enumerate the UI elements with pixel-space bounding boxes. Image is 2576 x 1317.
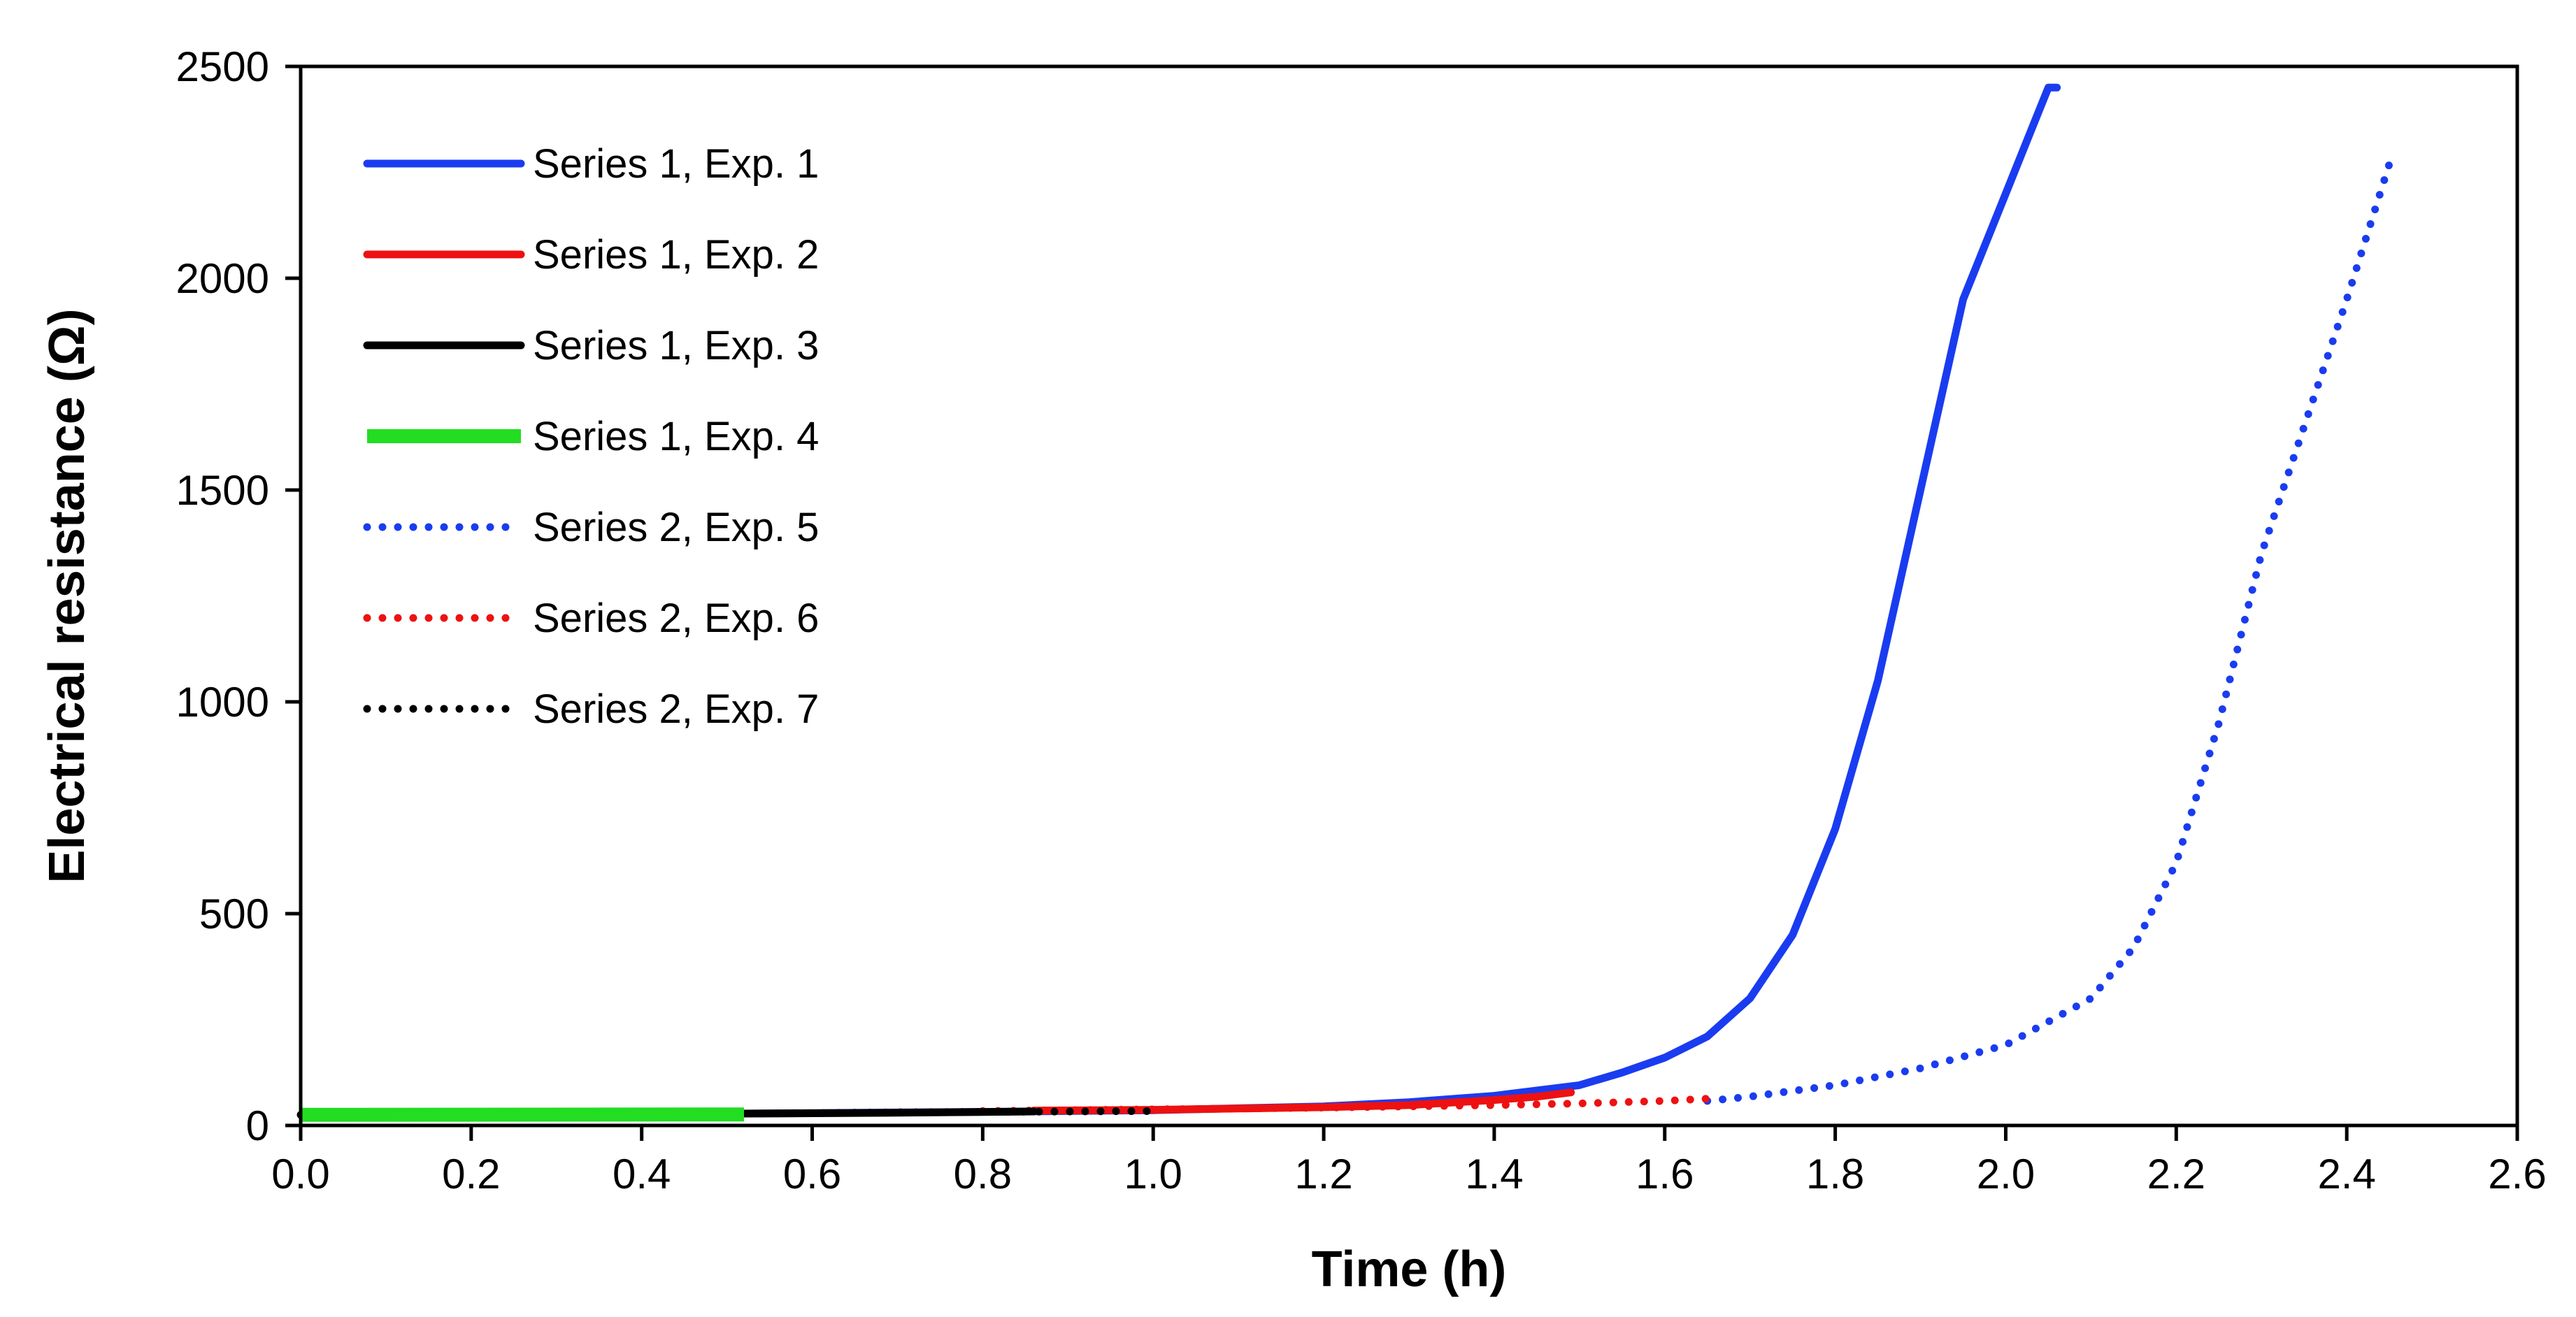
- x-tick-label: 0.8: [954, 1151, 1012, 1197]
- x-tick-label: 0.4: [613, 1151, 671, 1197]
- series-layer: [296, 83, 2393, 1122]
- legend-label: Series 1, Exp. 2: [533, 232, 819, 278]
- x-tick-label: 2.6: [2488, 1151, 2546, 1197]
- legend-label: Series 2, Exp. 7: [533, 686, 819, 732]
- y-tick-label: 2500: [176, 43, 269, 90]
- x-tick-label: 1.0: [1124, 1151, 1182, 1197]
- legend-label: Series 1, Exp. 3: [533, 323, 819, 368]
- y-tick-label: 0: [246, 1102, 269, 1149]
- y-tick-label: 1000: [176, 679, 269, 726]
- x-axis-title: Time (h): [1312, 1242, 1507, 1297]
- x-tick-label: 0.6: [783, 1151, 841, 1197]
- legend-label: Series 1, Exp. 4: [533, 414, 819, 459]
- series-line-2: [1030, 1088, 1575, 1115]
- x-tick-label: 2.4: [2317, 1151, 2375, 1197]
- y-tick-label: 500: [199, 891, 269, 937]
- x-tick-label: 1.6: [1636, 1151, 1694, 1197]
- x-tick-label: 2.2: [2147, 1151, 2205, 1197]
- y-tick-label: 2000: [176, 255, 269, 302]
- axis-ticks: 0.0 0.2 0.4 0.6 0.8 1.0 1.2 1.4 1.6 1.8 2.0 2.2 2.4 2…: [176, 43, 2547, 1197]
- legend-label: Series 1, Exp. 1: [533, 141, 819, 187]
- x-tick-label: 1.4: [1465, 1151, 1523, 1197]
- series-line-5: [1703, 159, 2393, 1105]
- x-tick-label: 2.0: [1977, 1151, 2035, 1197]
- legend: Series 1, Exp. 1 Series 1, Exp. 2 Series 1…: [363, 141, 819, 732]
- x-tick-label: 0.2: [442, 1151, 500, 1197]
- y-axis-title: Electrical resistance (Ω): [39, 308, 95, 883]
- y-tick-label: 1500: [176, 467, 269, 514]
- legend-label: Series 2, Exp. 5: [533, 505, 819, 550]
- plot-frame: [299, 64, 2519, 1128]
- series-line-4: [300, 1107, 745, 1122]
- x-tick-label: 1.2: [1294, 1151, 1352, 1197]
- x-tick-label: 0.0: [271, 1151, 329, 1197]
- legend-label: Series 2, Exp. 6: [533, 596, 819, 641]
- x-tick-label: 1.8: [1806, 1151, 1864, 1197]
